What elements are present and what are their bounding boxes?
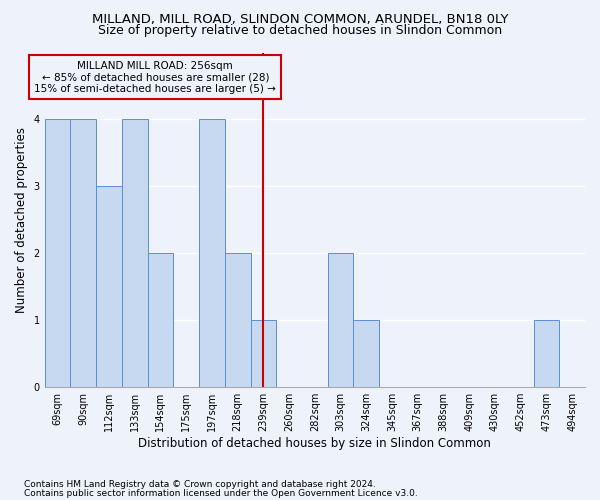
Text: MILLAND MILL ROAD: 256sqm
← 85% of detached houses are smaller (28)
15% of semi-: MILLAND MILL ROAD: 256sqm ← 85% of detac… xyxy=(34,60,276,94)
Text: Size of property relative to detached houses in Slindon Common: Size of property relative to detached ho… xyxy=(98,24,502,37)
Bar xyxy=(122,120,148,387)
Bar xyxy=(533,320,559,387)
Bar xyxy=(44,120,70,387)
Text: Contains public sector information licensed under the Open Government Licence v3: Contains public sector information licen… xyxy=(24,488,418,498)
Bar xyxy=(225,254,251,387)
Text: MILLAND, MILL ROAD, SLINDON COMMON, ARUNDEL, BN18 0LY: MILLAND, MILL ROAD, SLINDON COMMON, ARUN… xyxy=(92,12,508,26)
Bar xyxy=(96,186,122,387)
Bar xyxy=(70,120,96,387)
Bar xyxy=(328,254,353,387)
Bar xyxy=(251,320,276,387)
Bar xyxy=(199,120,225,387)
Y-axis label: Number of detached properties: Number of detached properties xyxy=(15,127,28,313)
Bar xyxy=(353,320,379,387)
Bar xyxy=(148,254,173,387)
Text: Contains HM Land Registry data © Crown copyright and database right 2024.: Contains HM Land Registry data © Crown c… xyxy=(24,480,376,489)
X-axis label: Distribution of detached houses by size in Slindon Common: Distribution of detached houses by size … xyxy=(139,437,491,450)
